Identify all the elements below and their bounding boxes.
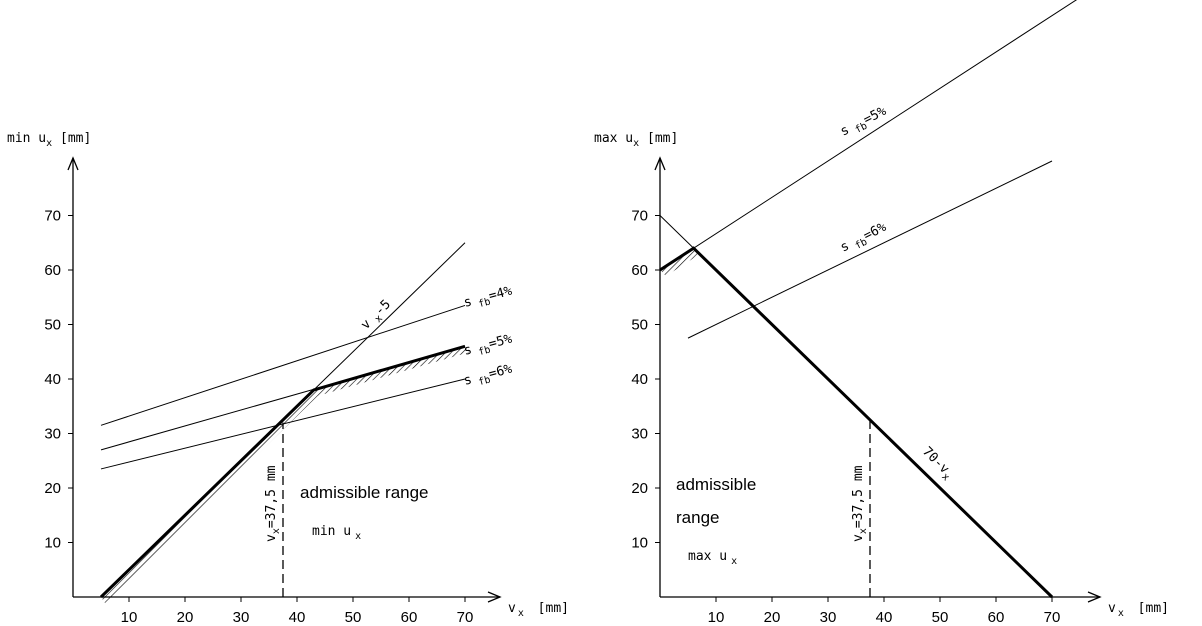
series-label: s fb=5% <box>462 332 515 362</box>
x-tick-label: 50 <box>345 609 362 626</box>
reference-line-label: vx=37,5 mm <box>851 465 869 542</box>
y-tick-label: 70 <box>44 208 61 225</box>
reference-line-label: vx=37,5 mm <box>264 465 282 542</box>
x-tick-label: 10 <box>121 609 138 626</box>
x-tick-label: 30 <box>233 609 250 626</box>
y-tick-label: 30 <box>631 426 648 443</box>
chart-min-ux: 10 20 30 40 50 60 70 10 20 30 40 50 60 70 min ux [mm] v… <box>7 131 569 626</box>
series-label: 70-vx <box>917 444 956 483</box>
series-line <box>687 160 1053 339</box>
y-axis-arrow <box>67 156 79 171</box>
y-axis-label: min ux [mm] <box>7 131 91 149</box>
x-tick-label: 10 <box>708 609 725 626</box>
x-tick-label: 40 <box>876 609 893 626</box>
x-tick-label: 70 <box>1044 609 1061 626</box>
admissible-range-text: range <box>676 508 719 527</box>
y-tick-label: 10 <box>631 535 648 552</box>
x-tick-label: 20 <box>764 609 781 626</box>
y-tick-label: 50 <box>631 317 648 334</box>
series-line <box>659 0 1078 271</box>
y-axis-arrow <box>654 156 666 171</box>
x-tick-label: 60 <box>401 609 418 626</box>
x-tick-label: 70 <box>457 609 474 626</box>
y-tick-label: 20 <box>44 480 61 497</box>
y-tick-label: 60 <box>44 262 61 279</box>
x-tick-label: 50 <box>932 609 949 626</box>
y-tick-label: 20 <box>631 480 648 497</box>
y-tick-label: 60 <box>631 262 648 279</box>
series-label: s fb=6% <box>462 362 515 392</box>
admissible-range-text: admissible range <box>300 483 429 502</box>
admissible-boundary-hatching <box>101 346 469 603</box>
y-tick-label: 50 <box>44 317 61 334</box>
y-tick-label: 70 <box>631 208 648 225</box>
x-tick-label: 30 <box>820 609 837 626</box>
series-line <box>100 304 466 426</box>
admissible-boundary-line <box>659 246 1054 599</box>
x-tick-label: 40 <box>289 609 306 626</box>
admissible-range-text: admissible <box>676 475 756 494</box>
y-axis-label: max ux [mm] <box>594 131 678 149</box>
chart-max-ux: 10 20 30 40 50 60 70 10 20 30 40 50 60 70 max ux [mm] v… <box>594 0 1169 626</box>
y-tick-label: 30 <box>44 426 61 443</box>
y-tick-label: 40 <box>44 371 61 388</box>
admissible-boundary-line <box>99 344 466 599</box>
series-label: s fb=4% <box>462 284 515 314</box>
x-tick-label: 60 <box>988 609 1005 626</box>
x-tick-label: 20 <box>177 609 194 626</box>
y-tick-label: 10 <box>44 535 61 552</box>
x-axis-arrow <box>1087 591 1102 603</box>
y-tick-label: 40 <box>631 371 648 388</box>
x-axis-arrow <box>487 591 502 603</box>
series-label: s fb=5% <box>838 104 890 143</box>
